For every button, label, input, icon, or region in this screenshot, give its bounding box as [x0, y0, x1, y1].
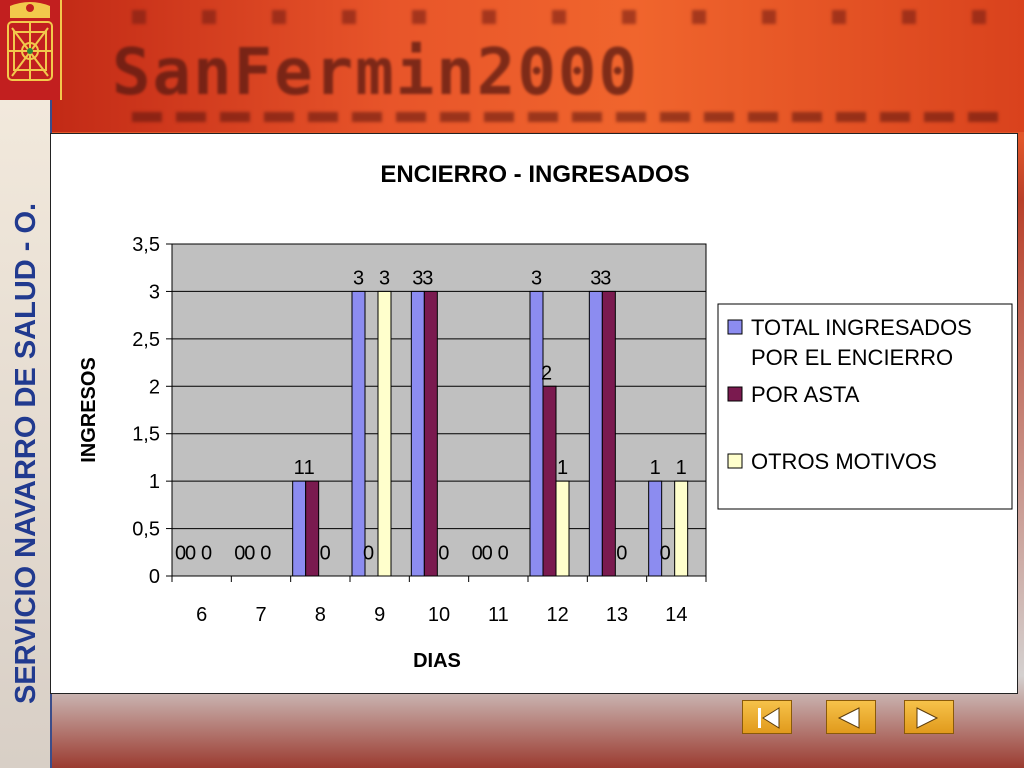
- bar: [305, 480, 320, 577]
- bar: [410, 290, 425, 577]
- data-label: 0: [472, 542, 483, 564]
- data-label: 3: [600, 267, 611, 289]
- legend-label: TOTAL INGRESADOS POR EL ENCIERRO: [751, 315, 972, 370]
- previous-slide-button[interactable]: [826, 700, 876, 734]
- banner-title: SanFermin2000: [112, 36, 639, 110]
- data-label: 0: [616, 542, 627, 564]
- x-tick-label: 10: [428, 604, 450, 626]
- sidebar-organization-text: SERVICIO NAVARRO DE SALUD - O.: [10, 202, 42, 704]
- y-tick-label: 2,5: [132, 329, 160, 351]
- data-label: 0: [260, 542, 271, 564]
- x-tick-label: 9: [374, 604, 385, 626]
- legend-swatch: [727, 319, 743, 335]
- y-tick-label: 1,5: [132, 424, 160, 446]
- bar: [674, 480, 689, 577]
- data-label: 0: [363, 542, 374, 564]
- legend-swatch: [727, 386, 743, 402]
- x-axis-title: DIAS: [413, 650, 461, 672]
- data-label: 3: [422, 267, 433, 289]
- y-tick-label: 2: [149, 376, 160, 398]
- first-slide-icon: [758, 707, 780, 729]
- data-label: 1: [294, 457, 305, 479]
- legend-box: [717, 303, 1013, 510]
- bar: [423, 290, 438, 577]
- data-label: 0: [244, 542, 255, 564]
- y-tick-label: 3: [149, 281, 160, 303]
- next-slide-icon: [916, 707, 939, 729]
- data-label: 1: [676, 457, 687, 479]
- data-label: 0: [234, 542, 245, 564]
- data-label: 1: [650, 457, 661, 479]
- data-label: 3: [531, 267, 542, 289]
- bar: [555, 480, 570, 577]
- x-tick-label: 6: [196, 604, 207, 626]
- next-slide-button[interactable]: [904, 700, 954, 734]
- data-label: 3: [379, 267, 390, 289]
- data-label: 0: [185, 542, 196, 564]
- y-tick-label: 3,5: [132, 234, 160, 256]
- y-tick-label: 0: [149, 566, 160, 588]
- chart-title: ENCIERRO - INGRESADOS: [380, 161, 689, 188]
- bar: [292, 480, 307, 577]
- data-label: 2: [541, 362, 552, 384]
- x-tick-label: 12: [547, 604, 569, 626]
- data-label: 0: [498, 542, 509, 564]
- legend-label: POR ASTA: [751, 382, 860, 407]
- bar: [542, 385, 557, 577]
- data-label: 0: [660, 542, 671, 564]
- bar: [377, 290, 392, 577]
- banner-subtitle-decoration: [132, 112, 1012, 122]
- x-tick-label: 11: [488, 604, 509, 626]
- y-axis-title: INGRESOS: [78, 357, 100, 463]
- x-tick-label: 8: [315, 604, 326, 626]
- x-tick-label: 13: [606, 604, 628, 626]
- bar: [529, 290, 544, 577]
- legend-label: OTROS MOTIVOS: [751, 449, 937, 474]
- data-label: 3: [590, 267, 601, 289]
- data-label: 0: [201, 542, 212, 564]
- data-label: 0: [482, 542, 493, 564]
- bar: [588, 290, 603, 577]
- data-label: 0: [438, 542, 449, 564]
- previous-slide-icon: [837, 707, 860, 729]
- y-tick-label: 1: [149, 471, 160, 493]
- bar: [601, 290, 616, 577]
- y-tick-label: 0,5: [132, 519, 160, 541]
- bar: [351, 290, 366, 577]
- header-banner: SanFermin2000: [52, 0, 1024, 132]
- legend-swatch: [727, 453, 743, 469]
- x-tick-label: 7: [255, 604, 266, 626]
- navarra-crest-logo: [0, 0, 62, 100]
- data-label: 1: [557, 457, 568, 479]
- data-label: 3: [353, 267, 364, 289]
- plot-area: [171, 243, 707, 577]
- data-label: 1: [304, 457, 315, 479]
- x-tick-label: 14: [665, 604, 687, 626]
- data-label: 0: [320, 542, 331, 564]
- data-label: 0: [175, 542, 186, 564]
- data-label: 3: [412, 267, 423, 289]
- bar: [648, 480, 663, 577]
- first-slide-button[interactable]: [742, 700, 792, 734]
- banner-decoration: [132, 10, 1012, 24]
